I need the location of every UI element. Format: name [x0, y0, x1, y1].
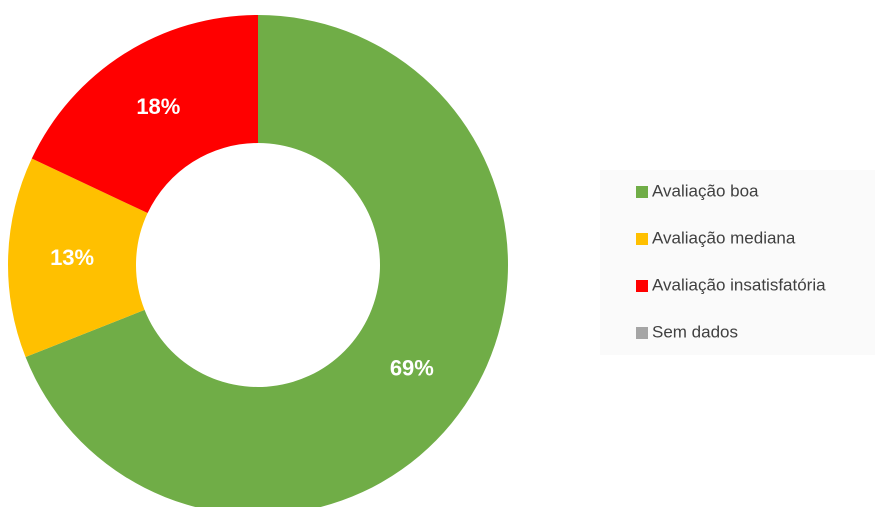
legend-label: Avaliação mediana: [652, 228, 796, 247]
donut-segment: [25, 15, 508, 507]
legend-swatch: [636, 280, 648, 292]
data-label: 13%: [50, 245, 94, 270]
donut-segment: [8, 158, 148, 358]
legend-label: Avaliação insatisfatória: [652, 275, 826, 294]
legend-label: Sem dados: [652, 322, 738, 341]
legend-swatch: [636, 233, 648, 245]
data-label: 18%: [136, 94, 180, 119]
legend-box: [600, 170, 875, 355]
legend-swatch: [636, 186, 648, 198]
data-label: 69%: [390, 355, 434, 380]
legend-label: Avaliação boa: [652, 181, 759, 200]
donut-segment: [31, 14, 258, 214]
legend-swatch: [636, 327, 648, 339]
